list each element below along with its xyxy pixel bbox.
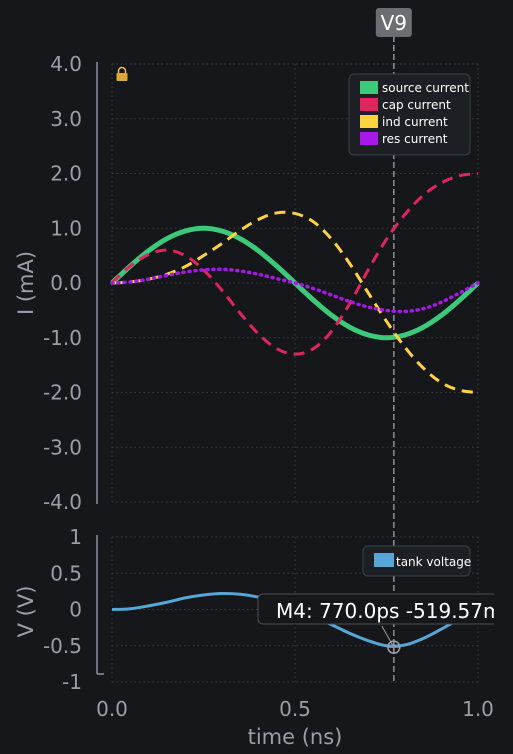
lock-shackle xyxy=(117,66,127,73)
lock-layer xyxy=(116,66,128,81)
cursor-layer: V9 xyxy=(375,8,412,682)
top-chart-axes: 4.0 3.0 2.0 1.0 0.0 -1.0 -2.0 -3.0 -4.0 I (mA) xyxy=(14,52,98,514)
top-series-line-res-current xyxy=(110,267,480,314)
bottom-chart-legend: tank voltage xyxy=(362,545,471,577)
marker-label: M4: 770.0ps -519.57mV xyxy=(276,599,513,623)
top-y-tick-label: 1.0 xyxy=(50,216,82,240)
bottom-y-axis-label: V (V) xyxy=(14,586,38,638)
x-tick-label: 0.0 xyxy=(96,697,128,721)
top-chart-grid xyxy=(111,63,479,503)
bottom-y-tick-label: 0.5 xyxy=(50,561,82,585)
x-tick-label: 1.0 xyxy=(462,697,494,721)
legend-entry: ind current xyxy=(382,115,448,129)
legend-swatch xyxy=(360,115,378,128)
bottom-chart-axes: 1 0.5 0 -0.5 -1 0.0 0.5 1.0 V (V) time (ns) xyxy=(14,525,494,749)
legend-entry: cap current xyxy=(382,98,451,112)
top-chart-series xyxy=(110,172,480,394)
top-y-tick-label: -1.0 xyxy=(43,326,82,350)
legend-swatch xyxy=(374,553,394,567)
top-y-tick-label: -4.0 xyxy=(43,490,82,514)
lock-icon xyxy=(116,66,128,81)
top-series-line-cap-current xyxy=(110,172,479,356)
cursor-label: V9 xyxy=(381,11,407,35)
x-axis-label: time (ns) xyxy=(248,725,343,749)
x-tick-label: 0.5 xyxy=(279,697,311,721)
legend-entry: res current xyxy=(382,132,448,146)
cursor-tag xyxy=(375,8,412,37)
legend-entry: source current xyxy=(382,81,469,95)
top-y-tick-label: 0.0 xyxy=(50,271,82,295)
top-y-tick-label: -2.0 xyxy=(43,381,82,405)
top-y-tick-label: 2.0 xyxy=(50,162,82,186)
legend-entry: tank voltage xyxy=(396,555,471,569)
legend-swatch xyxy=(360,132,378,145)
marker-leader xyxy=(381,625,395,648)
top-y-tick-label: -3.0 xyxy=(43,435,82,459)
legend-swatch xyxy=(360,81,378,94)
legend-swatch xyxy=(360,98,378,111)
lock-body xyxy=(116,73,128,81)
marker-layer: M4: 770.0ps -519.57mV xyxy=(257,590,513,654)
bottom-y-tick-label: -1 xyxy=(62,670,82,694)
bottom-y-tick-label: 1 xyxy=(69,525,82,549)
top-chart-legend: source current cap current ind current res … xyxy=(348,73,471,156)
top-y-tick-label: 4.0 xyxy=(50,52,82,76)
bottom-y-tick-label: 0 xyxy=(69,598,82,622)
marker-clip-mask xyxy=(494,590,513,630)
top-y-axis-label: I (mA) xyxy=(14,251,38,315)
top-legend-box xyxy=(348,73,471,156)
bottom-y-tick-label: -0.5 xyxy=(43,634,82,658)
top-y-tick-label: 3.0 xyxy=(50,107,82,131)
top-series-line-ind-current xyxy=(111,210,479,394)
